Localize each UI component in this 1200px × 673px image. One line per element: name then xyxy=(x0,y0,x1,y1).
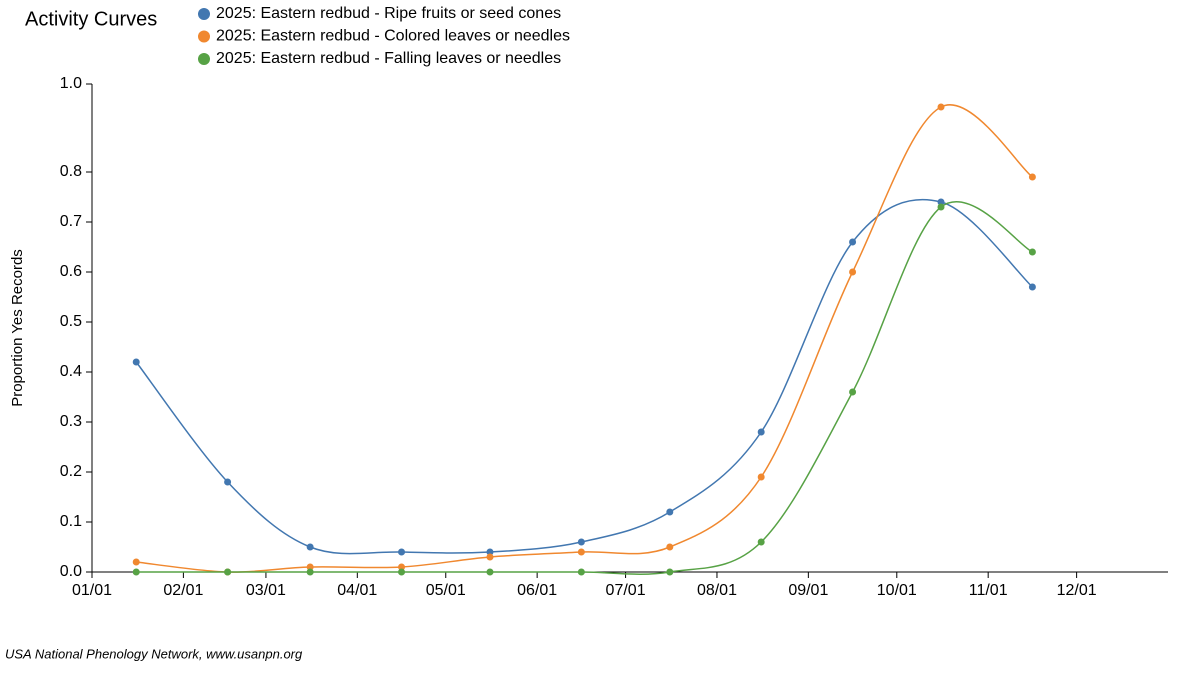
y-tick-label: 0.2 xyxy=(60,463,82,480)
x-tick-label: 10/01 xyxy=(877,582,917,599)
y-tick-label: 0.0 xyxy=(60,563,82,580)
data-point xyxy=(937,103,945,111)
data-point xyxy=(1028,173,1036,181)
data-point xyxy=(132,358,140,366)
series-line xyxy=(136,200,1033,575)
x-tick-label: 05/01 xyxy=(426,582,466,599)
y-tick-label: 0.6 xyxy=(60,263,82,280)
data-point xyxy=(666,543,674,551)
data-point xyxy=(666,568,674,576)
x-tick-label: 12/01 xyxy=(1057,582,1097,599)
data-point xyxy=(306,563,314,571)
data-point xyxy=(306,568,314,576)
y-tick-label: 0.3 xyxy=(60,413,82,430)
x-tick-label: 06/01 xyxy=(517,582,557,599)
y-tick-label: 0.7 xyxy=(60,213,82,230)
data-point xyxy=(849,238,857,246)
data-point xyxy=(398,563,406,571)
x-tick-label: 04/01 xyxy=(337,582,377,599)
x-tick-label: 09/01 xyxy=(788,582,828,599)
y-axis-label: Proportion Yes Records xyxy=(9,249,26,407)
x-tick-label: 03/01 xyxy=(246,582,286,599)
x-tick-label: 01/01 xyxy=(72,582,112,599)
data-point xyxy=(757,538,765,546)
legend-label: 2025: Eastern redbud - Colored leaves or… xyxy=(216,28,570,45)
data-point xyxy=(1028,248,1036,256)
y-tick-label: 0.5 xyxy=(60,313,82,330)
x-tick-label: 07/01 xyxy=(606,582,646,599)
data-point xyxy=(937,203,945,211)
data-point xyxy=(937,198,945,206)
x-tick-label: 08/01 xyxy=(697,582,737,599)
data-point xyxy=(577,538,585,546)
y-tick-label: 0.1 xyxy=(60,513,82,530)
data-point xyxy=(132,568,140,576)
data-point xyxy=(486,553,494,561)
y-tick-label: 0.4 xyxy=(60,363,82,380)
data-point xyxy=(849,268,857,276)
data-point xyxy=(757,428,765,436)
footer: USA National Phenology Network, www.usan… xyxy=(5,646,303,661)
legend-marker xyxy=(198,30,210,43)
data-point xyxy=(849,388,857,396)
data-point xyxy=(486,568,494,576)
y-tick-label: 0.8 xyxy=(60,163,82,180)
legend-marker xyxy=(198,8,210,20)
series-line xyxy=(135,198,1033,555)
y-tick-label: 1.0 xyxy=(60,75,82,92)
data-point xyxy=(486,548,494,556)
data-point xyxy=(224,568,232,576)
data-point xyxy=(398,568,406,576)
series-line xyxy=(136,104,1033,573)
legend-label: 2025: Eastern redbud - Ripe fruits or se… xyxy=(216,5,561,22)
x-tick-label: 02/01 xyxy=(163,582,203,599)
data-point xyxy=(577,568,585,576)
legend-marker xyxy=(198,53,210,65)
data-point xyxy=(306,543,314,551)
legend-label: 2025: Eastern redbud - Falling leaves or… xyxy=(216,50,561,67)
data-point xyxy=(1028,283,1036,291)
data-point xyxy=(224,478,232,486)
data-point xyxy=(666,508,674,516)
data-point xyxy=(132,558,140,566)
data-point xyxy=(757,473,765,481)
data-point xyxy=(577,548,585,556)
data-point xyxy=(398,548,406,556)
chart-title: Activity Curves xyxy=(25,8,157,30)
x-tick-label: 11/01 xyxy=(969,582,1008,599)
